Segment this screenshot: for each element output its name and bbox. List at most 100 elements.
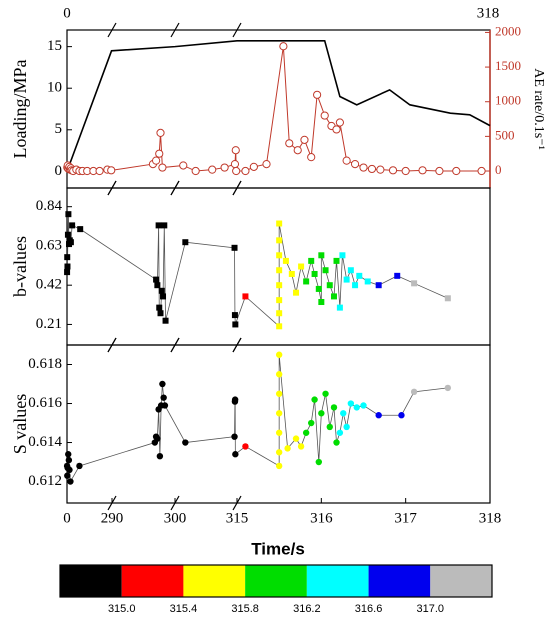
colorbar-tick-label: 315.4 [170, 603, 198, 615]
series-line [66, 46, 482, 172]
data-point [64, 269, 71, 276]
colorbar-block [60, 565, 122, 597]
data-point [231, 312, 238, 319]
data-point [262, 159, 271, 169]
x-tick-label: 300 [164, 510, 187, 526]
colorbar-frame [59, 564, 493, 598]
series-line [66, 40, 491, 172]
data-point [182, 439, 189, 446]
y-tick-label: 15 [47, 38, 62, 54]
data-point [275, 351, 283, 358]
data-point [297, 443, 305, 450]
data-point [444, 384, 452, 392]
data-point [332, 125, 341, 134]
data-point [360, 402, 367, 409]
data-point [276, 310, 283, 317]
data-point [342, 156, 351, 165]
colorbar-tick-label: 317.0 [417, 603, 445, 615]
data-point [315, 458, 323, 466]
data-point [444, 295, 451, 302]
data-point [160, 394, 167, 401]
data-point [242, 293, 249, 300]
y2-tick-label: 500 [495, 127, 515, 142]
data-point [276, 297, 283, 304]
data-point [322, 267, 329, 274]
data-point [322, 390, 329, 397]
data-point [64, 472, 71, 479]
y2-axis-label: AE rate/0.1s⁻¹ [531, 68, 546, 150]
data-point [375, 412, 382, 419]
axis-break [232, 180, 242, 196]
data-point [64, 254, 71, 261]
y-tick-label: 0.63 [36, 237, 62, 253]
data-point [276, 323, 283, 330]
data-point [275, 462, 283, 470]
data-point [65, 211, 72, 218]
colorbar-block [368, 565, 431, 597]
data-point [311, 396, 318, 403]
data-point [275, 449, 283, 456]
colorbar-block [245, 565, 307, 597]
data-point [276, 237, 283, 244]
data-point [292, 435, 300, 442]
data-point [293, 289, 300, 296]
data-point [293, 146, 302, 155]
data-point [154, 282, 161, 289]
data-point [154, 435, 161, 442]
data-point [182, 239, 189, 246]
y-tick-label: 0.84 [36, 198, 63, 214]
colorbar-tick-label: 315.8 [231, 603, 259, 615]
y-tick-label: 5 [55, 121, 63, 137]
data-point [275, 390, 283, 397]
y2-tick-label: 1500 [495, 58, 521, 73]
data-point [315, 285, 322, 292]
data-point [231, 433, 238, 440]
data-point [311, 270, 318, 277]
data-point [343, 276, 350, 283]
axis-break [107, 180, 117, 196]
y-axis-label: Loading/MPa [10, 59, 30, 158]
y-tick-label: 0.42 [36, 277, 62, 293]
data-point [107, 166, 116, 175]
y-tick-label: 10 [47, 80, 62, 96]
axis-break [107, 337, 117, 353]
data-point [350, 159, 360, 169]
data-point [411, 280, 418, 287]
data-point [333, 257, 340, 264]
y-tick-label: 0.614 [28, 434, 62, 450]
axis-break [170, 180, 180, 196]
data-point [394, 272, 401, 279]
data-point [77, 226, 84, 233]
data-point [162, 317, 169, 324]
data-point [152, 156, 161, 165]
data-point [285, 139, 294, 148]
data-point [276, 282, 283, 289]
data-point [435, 166, 444, 176]
data-point [320, 111, 329, 120]
data-point [330, 404, 338, 411]
panel-frame [66, 344, 491, 504]
axis-break [107, 22, 117, 38]
y-tick-label: 0.616 [28, 395, 62, 411]
data-point [308, 419, 315, 427]
colorbar-tick-label: 316.6 [355, 603, 383, 615]
data-point [232, 166, 241, 176]
data-point [231, 244, 238, 251]
data-point [275, 410, 283, 417]
data-point [340, 410, 347, 417]
data-point [326, 282, 333, 289]
x-tick-label: 315 [226, 510, 249, 526]
data-point [242, 443, 249, 450]
data-point [330, 293, 337, 300]
data-point [410, 388, 418, 396]
data-point [156, 452, 164, 460]
y-tick-label: 0.21 [36, 316, 62, 332]
x-axis-label: Time/s [251, 539, 305, 558]
y-tick-label: 0 [55, 163, 63, 179]
axis-break [170, 22, 180, 38]
x-tick-label: 316 [310, 510, 333, 526]
data-point [231, 146, 240, 155]
data-point [318, 299, 325, 306]
data-point [230, 159, 240, 169]
